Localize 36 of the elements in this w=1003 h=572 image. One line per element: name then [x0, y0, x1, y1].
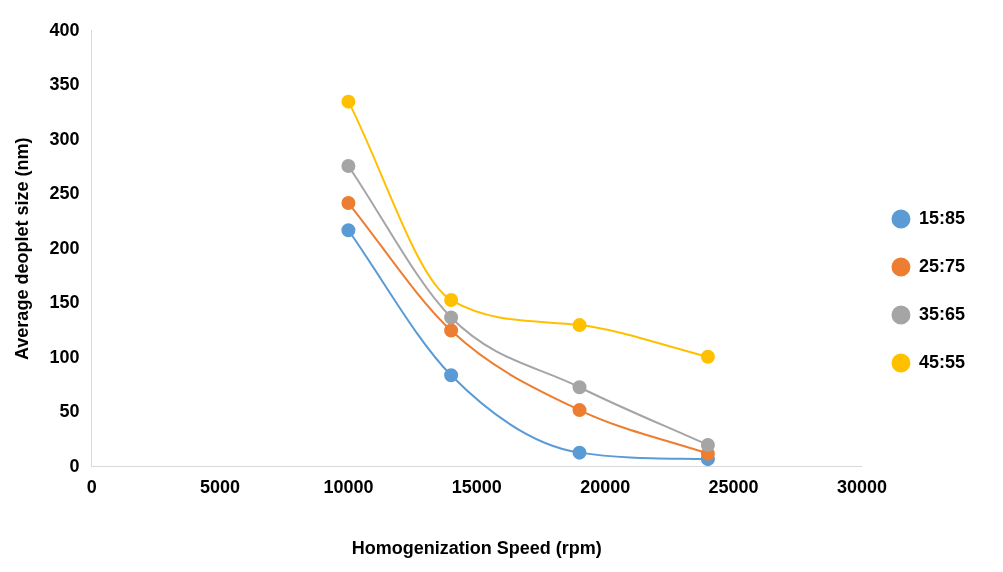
point	[444, 310, 459, 325]
y-tick-label: 250	[49, 183, 80, 204]
y-axis-title: Average deoplet size (nm)	[11, 137, 32, 360]
point	[444, 368, 459, 383]
point	[572, 445, 587, 460]
legend-label: 35:65	[918, 303, 966, 324]
x-tick-label: 20000	[580, 476, 631, 497]
x-tick-label: 5000	[200, 476, 241, 497]
point	[572, 380, 587, 395]
legend-label: 15:85	[918, 207, 966, 228]
point	[700, 349, 715, 364]
y-tick-label: 350	[49, 74, 80, 95]
x-tick-label: 15000	[451, 476, 502, 497]
point	[572, 318, 587, 333]
x-axis-title: Homogenization Speed (rpm)	[351, 538, 602, 559]
x-tick-label: 25000	[708, 476, 759, 497]
point	[444, 293, 459, 308]
y-tick-label: 50	[59, 401, 80, 422]
point	[341, 196, 356, 211]
point	[700, 438, 715, 452]
x-tick-label: 10000	[323, 476, 374, 497]
point	[341, 158, 356, 173]
y-tick-label: 150	[49, 292, 80, 313]
point	[341, 223, 356, 238]
y-tick-label: 300	[49, 128, 80, 149]
legend-label: 25:75	[918, 255, 966, 276]
legend-label: 45:55	[918, 351, 966, 372]
y-tick-label: 100	[49, 346, 80, 367]
y-tick-label: 400	[49, 19, 80, 40]
point	[444, 323, 459, 338]
y-tick-label: 200	[49, 237, 80, 258]
point	[572, 403, 587, 418]
point	[341, 94, 356, 109]
x-tick-label: 0	[86, 476, 97, 497]
x-tick-label: 30000	[836, 476, 887, 497]
y-tick-label: 0	[69, 455, 80, 476]
